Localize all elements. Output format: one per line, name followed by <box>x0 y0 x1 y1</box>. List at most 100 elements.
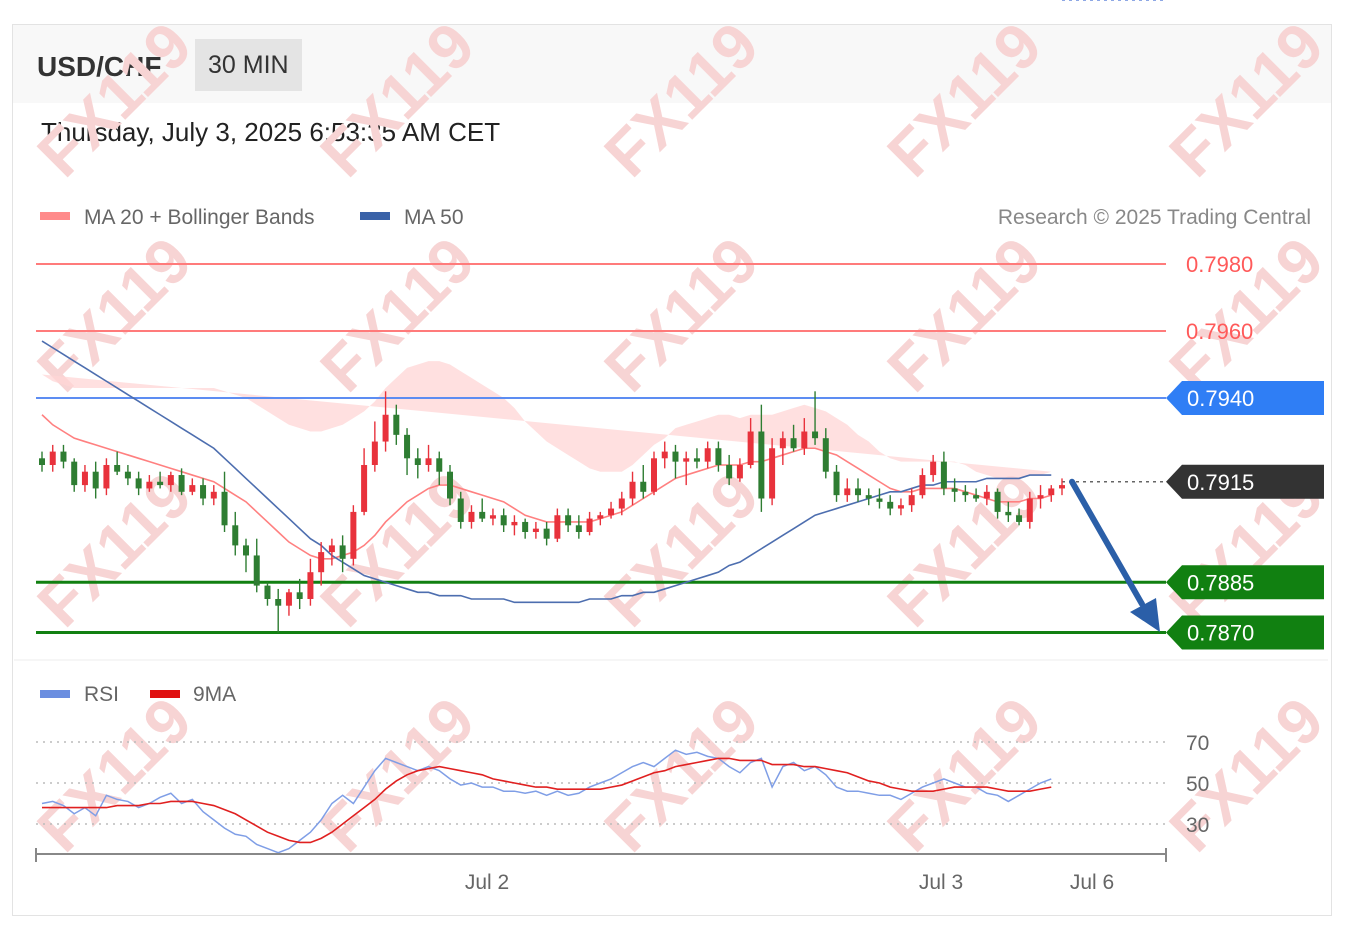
candle <box>414 448 421 479</box>
candle-body <box>951 488 958 492</box>
candle <box>253 538 260 593</box>
candle-body <box>253 555 260 586</box>
candle-body <box>801 431 808 449</box>
candle-body <box>661 451 668 459</box>
candle-body <box>522 521 529 532</box>
level-tag-text: 0.7960 <box>1186 319 1253 344</box>
watermark-text: FX119 <box>591 9 773 191</box>
forecast-arrow-head <box>1130 598 1160 632</box>
forecast-arrow-shaft <box>1069 478 1145 607</box>
candle <box>371 421 378 472</box>
candle-body <box>962 491 969 496</box>
watermark-text: FX119 <box>1156 9 1338 191</box>
candle <box>951 478 958 502</box>
main-legend: MA 20 + Bollinger Bands MA 50 Research ©… <box>40 206 1311 229</box>
candle-body <box>103 465 110 489</box>
level-tag-text: 0.7915 <box>1187 470 1254 495</box>
candle <box>243 538 249 573</box>
candle-body <box>897 505 904 509</box>
candle-body <box>769 448 776 499</box>
candle-body <box>672 451 679 462</box>
rsi-tick-label: 30 <box>1186 814 1209 837</box>
candle-body <box>264 585 271 599</box>
candle-body <box>704 448 711 462</box>
candle-body <box>361 465 368 512</box>
candle <box>919 468 926 499</box>
candle-body <box>404 434 411 459</box>
candle-body <box>178 475 185 492</box>
candle-body <box>822 438 829 472</box>
x-label-jul6: Jul 6 <box>1070 871 1114 894</box>
candle <box>436 451 443 486</box>
candle <box>833 465 840 502</box>
candle <box>1016 508 1023 526</box>
rsi-tick-label: 50 <box>1186 773 1209 796</box>
candle-body <box>135 478 142 489</box>
candle-body <box>511 521 518 526</box>
candle <box>822 428 829 479</box>
level-tag-text: 0.7885 <box>1187 570 1254 595</box>
candle <box>457 491 464 529</box>
candle <box>1026 491 1033 529</box>
candle-body <box>715 448 722 465</box>
candle-body <box>468 511 475 522</box>
candle <box>479 498 486 522</box>
candle-body <box>436 458 443 472</box>
candle <box>146 475 153 492</box>
candle-body <box>393 414 400 435</box>
level-tag-resistance: 0.7980 <box>1186 252 1253 277</box>
chart-datetime: Thursday, July 3, 2025 6:53:35 AM CET <box>41 117 501 147</box>
candle-body <box>318 552 325 573</box>
candle <box>779 431 786 465</box>
rsi-legend: RSI 9MA <box>40 683 236 706</box>
candle-body <box>908 495 915 506</box>
level-tag-last: 0.7915 <box>1166 464 1324 499</box>
candle-body <box>855 488 861 496</box>
header-bar: USD/CHF 30 MIN <box>13 25 1331 103</box>
level-tag-box <box>1166 565 1324 600</box>
candle <box>704 441 711 469</box>
candle-body <box>489 515 496 519</box>
timeframe-badge[interactable]: 30 MIN <box>195 39 302 91</box>
candle-body <box>167 475 174 486</box>
candle-body <box>618 498 625 509</box>
candle-body <box>651 458 657 492</box>
candle <box>167 471 174 492</box>
candle <box>532 521 539 539</box>
candle-body <box>973 495 980 499</box>
candle-body <box>554 515 561 539</box>
candle <box>318 542 325 586</box>
candle-body <box>865 495 872 499</box>
candle <box>1059 478 1065 496</box>
level-tag-support: 0.7870 <box>1166 615 1324 650</box>
candle-body <box>414 458 421 465</box>
legend-label-rsi: RSI <box>84 683 119 706</box>
candle <box>350 505 357 566</box>
symbol-title: USD/CHF <box>37 51 162 82</box>
candle-body <box>597 515 604 519</box>
candle-body <box>328 545 335 553</box>
candle <box>49 444 56 472</box>
candle-body <box>307 572 314 599</box>
candle <box>307 558 314 606</box>
candle-body <box>457 498 464 522</box>
rsi-tick-label: 70 <box>1186 732 1209 755</box>
candle-body <box>640 481 647 492</box>
candle-body <box>71 461 78 486</box>
x-label-jul2: Jul 2 <box>465 871 509 894</box>
candle-body <box>758 431 765 499</box>
candle-body <box>747 431 754 465</box>
legend-swatch-9ma <box>150 690 180 698</box>
candle <box>404 428 411 476</box>
candle-body <box>887 501 894 509</box>
x-label-jul3: Jul 3 <box>919 871 963 894</box>
candle <box>565 508 572 532</box>
candle-body <box>736 465 743 479</box>
candle <box>994 488 1001 519</box>
price-levels <box>36 0 1166 634</box>
candle <box>361 448 368 516</box>
legend-swatch-rsi <box>40 690 70 698</box>
candle-body <box>575 525 582 532</box>
candle-body <box>586 518 593 532</box>
